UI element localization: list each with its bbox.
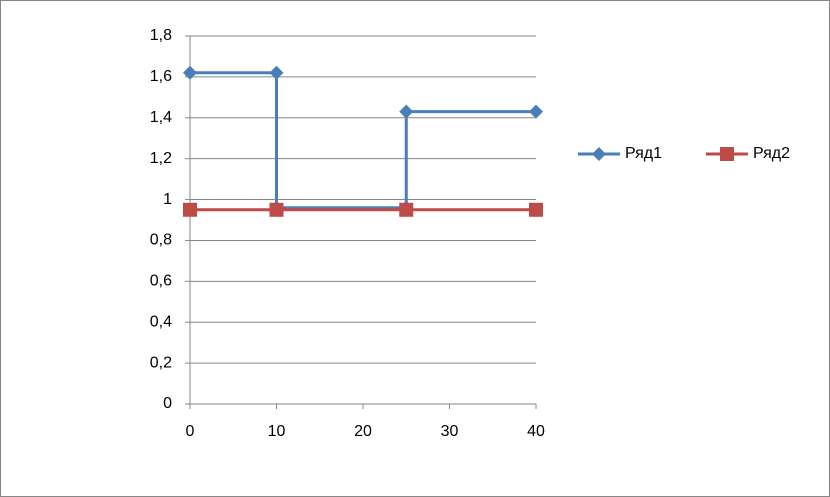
x-tick-label: 20 (354, 423, 372, 440)
x-tick-label: 10 (268, 423, 286, 440)
data-point (183, 202, 197, 217)
y-tick-label: 1,4 (150, 109, 172, 126)
data-point (269, 202, 284, 217)
y-tick-label: 0,2 (150, 354, 172, 371)
data-point (529, 202, 543, 217)
data-point (269, 65, 284, 80)
legend-label: Ряд2 (753, 145, 790, 162)
data-point (183, 65, 197, 80)
legend-label: Ряд1 (625, 145, 662, 162)
y-tick-label: 0,6 (150, 273, 172, 290)
y-tick-label: 1,6 (150, 68, 172, 85)
data-point (399, 104, 414, 119)
y-tick-label: 0,4 (150, 313, 172, 330)
legend-marker (592, 147, 606, 161)
series-line (190, 71, 536, 210)
x-tick-label: 40 (527, 423, 545, 440)
y-tick-label: 0,8 (150, 232, 172, 249)
x-tick-label: 30 (441, 423, 459, 440)
y-tick-label: 1,2 (150, 150, 172, 167)
y-tick-label: 1 (163, 191, 172, 208)
data-point (399, 202, 414, 217)
y-tick-label: 0 (163, 395, 172, 412)
data-point (529, 104, 543, 119)
y-tick-label: 1,8 (150, 27, 172, 44)
x-tick-label: 0 (186, 423, 195, 440)
legend-marker (720, 147, 734, 161)
